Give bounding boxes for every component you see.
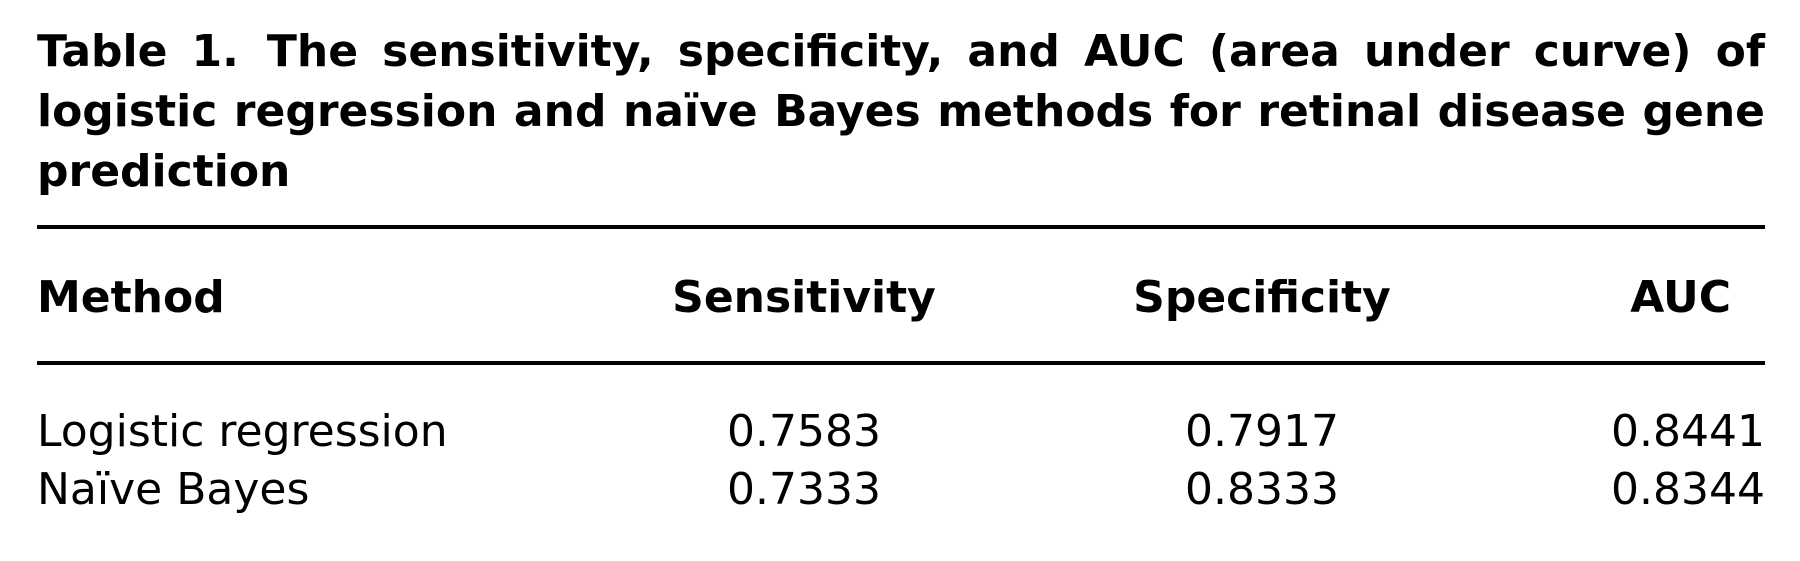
cell-value: 0.7917 bbox=[1185, 406, 1339, 457]
caption-text: The sensitivity, specificity, and AUC (a… bbox=[37, 26, 1765, 197]
row-label: Naïve Bayes bbox=[37, 464, 310, 515]
caption: Table 1. The sensitivity, specificity, an… bbox=[37, 22, 1765, 202]
cell-value: 0.8333 bbox=[1185, 464, 1339, 515]
top-rule bbox=[37, 225, 1765, 229]
header-rule bbox=[37, 361, 1765, 365]
row-label: Logistic regression bbox=[37, 406, 448, 457]
cell-value: 0.7583 bbox=[727, 406, 881, 457]
column-header: Sensitivity bbox=[672, 272, 936, 323]
cell-value: 0.8441 bbox=[1611, 406, 1765, 457]
cell-value: 0.7333 bbox=[727, 464, 881, 515]
column-header: Specificity bbox=[1133, 272, 1391, 323]
column-header: Method bbox=[37, 272, 225, 323]
cell-value: 0.8344 bbox=[1611, 464, 1765, 515]
caption-label: Table 1. bbox=[37, 26, 239, 77]
column-header: AUC bbox=[1630, 272, 1731, 323]
